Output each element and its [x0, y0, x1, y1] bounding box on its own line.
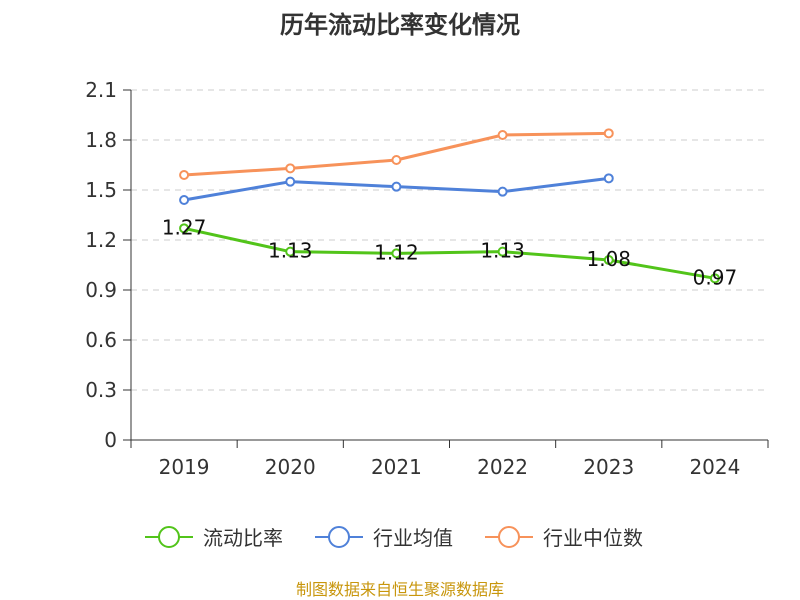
- data-label: 1.08: [586, 247, 631, 271]
- legend-label: 流动比率: [203, 526, 283, 550]
- legend-marker: [498, 526, 520, 548]
- x-tick-label: 2021: [371, 455, 422, 479]
- y-tick-label: 1.8: [85, 128, 117, 152]
- data-label: 1.13: [268, 239, 313, 263]
- data-labels: 1.27 1.13 1.12 1.13 1.08 0.97: [162, 215, 737, 289]
- data-point[interactable]: [285, 246, 296, 257]
- data-point[interactable]: [603, 173, 614, 184]
- data-point[interactable]: [603, 255, 614, 265]
- source-note: 制图数据来自恒生聚源数据库: [296, 580, 504, 599]
- x-tick-label: 2020: [265, 455, 316, 479]
- grid: [131, 89, 768, 391]
- legend-marker: [158, 526, 180, 548]
- data-label: 0.97: [693, 265, 738, 289]
- data-point[interactable]: [497, 186, 508, 197]
- axes: 0 0.3 0.6 0.9 1.2 1.5 1.8 2.1 2019 2020 2021 2022 20…: [85, 78, 769, 479]
- x-tick-label: 2022: [477, 455, 528, 479]
- data-label: 1.13: [480, 239, 525, 263]
- legend-item[interactable]: 行业均值: [315, 526, 453, 550]
- data-point[interactable]: [179, 223, 190, 234]
- series: [179, 128, 720, 284]
- data-point[interactable]: [285, 176, 296, 187]
- x-tick-label: 2019: [159, 455, 210, 479]
- data-point[interactable]: [285, 163, 296, 174]
- legend-label: 行业均值: [373, 526, 453, 550]
- x-tick-label: 2024: [689, 455, 740, 479]
- y-tick-label: 1.5: [85, 178, 117, 202]
- data-point[interactable]: [179, 170, 190, 180]
- legend-item[interactable]: 行业中位数: [485, 526, 643, 550]
- y-tick-label: 0.9: [85, 278, 117, 302]
- y-tick-label: 0: [104, 428, 117, 452]
- data-point[interactable]: [179, 195, 190, 205]
- data-point[interactable]: [391, 181, 402, 192]
- y-tick-label: 2.1: [85, 78, 117, 102]
- data-label: 1.27: [162, 215, 207, 239]
- legend-label: 行业中位数: [543, 526, 643, 550]
- chart-title: 历年流动比率变化情况: [280, 11, 520, 39]
- series-line: [183, 226, 716, 280]
- data-point[interactable]: [391, 248, 402, 259]
- y-tick-label: 0.6: [85, 328, 117, 352]
- legend-item[interactable]: 流动比率: [145, 526, 283, 550]
- y-tick-label: 1.2: [85, 228, 117, 252]
- legend: 流动比率 行业均值 行业中位数: [145, 526, 643, 550]
- data-label: 1.12: [374, 240, 419, 264]
- data-point[interactable]: [603, 128, 614, 139]
- legend-marker: [328, 526, 350, 548]
- x-tick-label: 2023: [583, 455, 634, 479]
- data-point[interactable]: [709, 273, 720, 284]
- data-point[interactable]: [497, 246, 508, 257]
- data-point[interactable]: [497, 130, 508, 140]
- y-tick-label: 0.3: [85, 378, 117, 402]
- data-point[interactable]: [391, 155, 402, 165]
